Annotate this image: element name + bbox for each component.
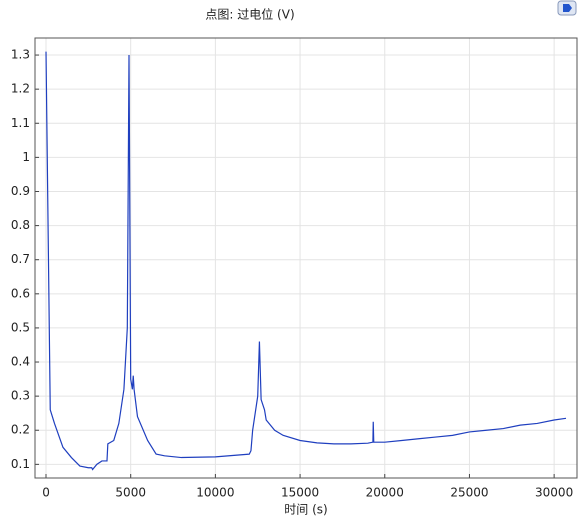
y-tick-label: 1 [22,150,30,164]
x-tick-label: 10000 [196,486,234,500]
y-tick-label: 0.6 [11,286,30,300]
y-tick-label: 1.3 [11,48,30,62]
y-tick-label: 0.1 [11,457,30,471]
y-tick-label: 0.5 [11,320,30,334]
x-tick-label: 0 [42,486,50,500]
x-axis-label: 时间 (s) [284,503,327,517]
x-tick-label: 25000 [450,486,488,500]
data-line [45,51,567,471]
y-tick-label: 0.7 [11,252,30,266]
y-tick-label: 0.8 [11,218,30,232]
plot-frame [34,37,578,479]
chart-title: 点图: 过电位 (V) [205,7,294,22]
y-tick-label: 0.4 [11,355,30,369]
x-tick-label: 30000 [535,486,573,500]
y-tick-label: 0.9 [11,184,30,198]
y-tick-label: 0.3 [11,389,30,403]
y-tick-label: 0.2 [11,423,30,437]
y-tick-label: 1.2 [11,82,30,96]
icon-glyph [563,4,572,12]
app-icon[interactable] [557,0,577,16]
x-tick-label: 20000 [366,486,404,500]
x-tick-label: 15000 [281,486,319,500]
x-tick-label: 5000 [115,486,146,500]
y-tick-label: 1.1 [11,116,30,130]
